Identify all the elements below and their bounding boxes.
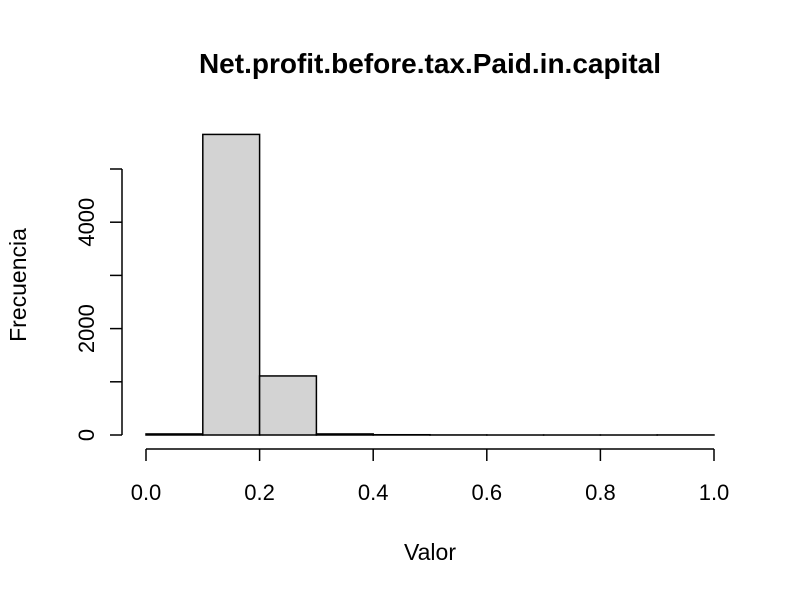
y-axis-label: Frecuencia: [5, 228, 31, 342]
x-tick-label: 0.4: [358, 480, 389, 505]
bars-group: [145, 133, 715, 436]
y-tick-label: 4000: [74, 198, 99, 247]
x-tick-label: 1.0: [699, 480, 730, 505]
histogram-bar: [315, 433, 374, 436]
y-axis: 0 2000 4000: [74, 168, 123, 441]
histogram-bar: [258, 375, 318, 436]
x-tick-label: 0.6: [472, 480, 503, 505]
histogram-bar: [145, 433, 204, 436]
y-tick-label: 0: [74, 429, 99, 441]
histogram-bar: [202, 133, 261, 436]
x-axis: 0.0 0.2 0.4 0.6 0.8 1.0: [131, 448, 730, 505]
x-tick-label: 0.0: [131, 480, 162, 505]
chart-title: Net.profit.before.tax.Paid.in.capital: [199, 48, 661, 79]
x-tick-label: 0.2: [244, 480, 275, 505]
x-tick-label: 0.8: [585, 480, 616, 505]
y-tick-label: 2000: [74, 304, 99, 353]
x-axis-label: Valor: [404, 539, 456, 565]
